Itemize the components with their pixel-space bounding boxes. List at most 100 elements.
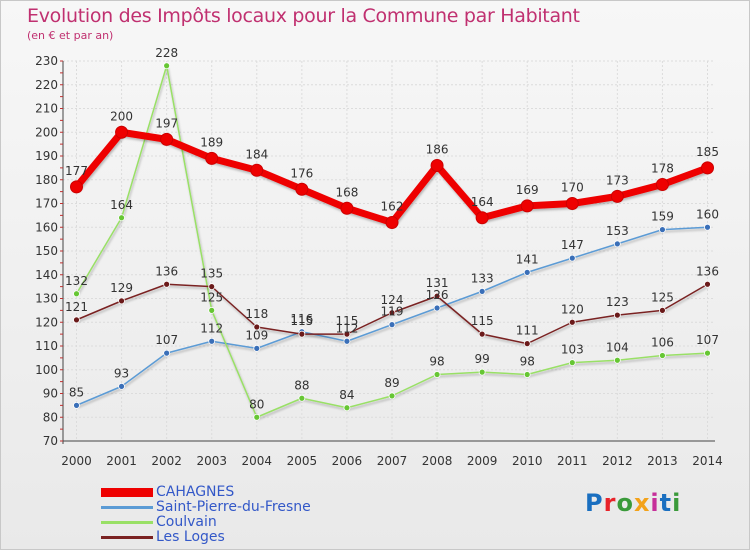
- data-point-saint-pierre-du-fresne-2013: [659, 226, 666, 234]
- data-label-coulvain-2014: 107: [696, 333, 719, 347]
- logo-letter: i: [672, 489, 682, 517]
- data-point-saint-pierre-du-fresne-2009: [478, 287, 486, 295]
- data-point-cahagnes-2000: [70, 180, 83, 194]
- data-label-les-loges-2005: 115: [290, 314, 313, 328]
- data-label-coulvain-2003: 125: [200, 290, 223, 304]
- x-tick-label: 2011: [557, 454, 588, 468]
- data-point-coulvain-2005: [298, 394, 306, 402]
- x-tick-label: 2002: [151, 454, 182, 468]
- data-point-les-loges-2002: [163, 280, 171, 288]
- y-tick-label: 230: [35, 54, 58, 68]
- data-point-les-loges-2013: [659, 306, 666, 314]
- data-label-coulvain-2006: 84: [339, 388, 354, 402]
- data-point-les-loges-2010: [523, 340, 531, 348]
- data-label-cahagnes-2014: 185: [696, 145, 719, 159]
- data-label-coulvain-2000: 132: [65, 274, 88, 288]
- data-point-saint-pierre-du-fresne-2012: [613, 240, 621, 248]
- y-tick-label: 130: [35, 292, 58, 306]
- data-point-coulvain-2011: [568, 359, 576, 367]
- data-label-cahagnes-2004: 184: [245, 147, 268, 161]
- logo-letter: r: [603, 489, 617, 517]
- y-tick-label: 190: [35, 149, 58, 163]
- data-point-cahagnes-2006: [340, 201, 354, 215]
- data-label-les-loges-2001: 129: [110, 281, 133, 295]
- data-point-saint-pierre-du-fresne-2001: [118, 382, 125, 390]
- x-tick-label: 2010: [512, 454, 543, 468]
- data-label-coulvain-2010: 98: [520, 355, 535, 369]
- data-label-coulvain-2008: 98: [429, 355, 444, 369]
- data-point-cahagnes-2001: [115, 125, 129, 139]
- data-point-cahagnes-2009: [475, 211, 489, 225]
- data-point-saint-pierre-du-fresne-2014: [704, 223, 711, 231]
- data-label-les-loges-2007: 124: [381, 293, 404, 307]
- data-label-saint-pierre-du-fresne-2009: 133: [471, 271, 494, 285]
- data-point-coulvain-2013: [659, 352, 666, 359]
- data-point-saint-pierre-du-fresne-2008: [433, 304, 441, 312]
- data-point-les-loges-2003: [208, 283, 216, 291]
- x-tick-label: 2008: [422, 454, 453, 468]
- data-label-coulvain-2011: 103: [561, 343, 584, 357]
- data-label-cahagnes-2002: 197: [155, 116, 178, 130]
- data-point-saint-pierre-du-fresne-2010: [523, 268, 531, 276]
- data-label-saint-pierre-du-fresne-2008: 126: [426, 288, 449, 302]
- data-label-saint-pierre-du-fresne-2012: 153: [606, 224, 629, 238]
- legend-swatch-coulvain: [101, 521, 153, 524]
- legend-label-coulvain: Coulvain: [156, 514, 217, 530]
- y-tick-label: 160: [35, 220, 58, 234]
- data-point-les-loges-2005: [298, 330, 306, 338]
- data-point-cahagnes-2007: [385, 216, 399, 229]
- data-label-les-loges-2014: 136: [696, 264, 719, 278]
- data-label-cahagnes-2006: 168: [335, 185, 358, 199]
- data-label-cahagnes-2009: 164: [471, 195, 494, 209]
- data-label-cahagnes-2001: 200: [110, 109, 133, 123]
- logo-letter: P: [585, 489, 604, 517]
- data-point-coulvain-2004: [253, 413, 261, 421]
- legend-label-saint-pierre-du-fresne: Saint-Pierre-du-Fresne: [156, 499, 311, 515]
- data-label-cahagnes-2011: 170: [561, 181, 584, 195]
- data-point-coulvain-2002: [163, 62, 171, 70]
- data-label-cahagnes-2012: 173: [606, 173, 629, 187]
- y-tick-label: 200: [35, 125, 58, 139]
- chart-subtitle: (en € et par an): [27, 29, 114, 42]
- logo-letter: t: [659, 489, 673, 517]
- data-point-les-loges-2007: [388, 309, 396, 317]
- data-point-cahagnes-2005: [295, 182, 309, 196]
- data-label-saint-pierre-du-fresne-2003: 112: [200, 321, 223, 335]
- legend-label-cahagnes: CAHAGNES: [156, 484, 235, 500]
- x-tick-label: 2000: [61, 454, 92, 468]
- y-tick-label: 150: [35, 244, 58, 258]
- logo-letter: o: [616, 489, 634, 517]
- data-label-saint-pierre-du-fresne-2002: 107: [155, 333, 178, 347]
- data-label-saint-pierre-du-fresne-2011: 147: [561, 238, 584, 252]
- legend-label-les-loges: Les Loges: [156, 529, 225, 545]
- x-tick-label: 2014: [692, 454, 723, 468]
- data-label-saint-pierre-du-fresne-2004: 109: [245, 328, 268, 342]
- data-label-les-loges-2010: 111: [516, 324, 539, 338]
- data-point-saint-pierre-du-fresne-2011: [568, 254, 576, 262]
- x-tick-label: 2009: [467, 454, 498, 468]
- data-point-coulvain-2008: [433, 371, 441, 378]
- y-tick-label: 110: [35, 339, 58, 353]
- data-label-les-loges-2009: 115: [471, 314, 494, 328]
- data-point-coulvain-2009: [478, 368, 486, 376]
- data-label-les-loges-2013: 125: [651, 290, 674, 304]
- data-label-saint-pierre-du-fresne-2006: 112: [335, 321, 358, 335]
- data-label-les-loges-2008: 131: [426, 276, 449, 290]
- data-labels: 85 93 107 112 109 116 112 119 126 133 141 147 153 159…: [65, 46, 719, 412]
- data-label-coulvain-2007: 89: [384, 376, 399, 390]
- y-tick-label: 140: [35, 268, 58, 282]
- data-label-saint-pierre-du-fresne-2000: 85: [69, 385, 84, 399]
- data-label-saint-pierre-du-fresne-2001: 93: [114, 366, 129, 380]
- data-point-coulvain-2006: [343, 404, 351, 412]
- data-label-les-loges-2004: 118: [245, 307, 268, 321]
- data-label-saint-pierre-du-fresne-2014: 160: [696, 207, 719, 221]
- data-label-coulvain-2005: 88: [294, 378, 309, 392]
- data-label-saint-pierre-du-fresne-2013: 159: [651, 210, 674, 224]
- y-tick-label: 120: [35, 315, 58, 329]
- data-point-les-loges-2000: [73, 316, 80, 324]
- data-point-les-loges-2012: [613, 311, 621, 319]
- data-point-cahagnes-2010: [520, 199, 534, 213]
- data-point-les-loges-2009: [478, 330, 486, 338]
- series: [70, 62, 714, 421]
